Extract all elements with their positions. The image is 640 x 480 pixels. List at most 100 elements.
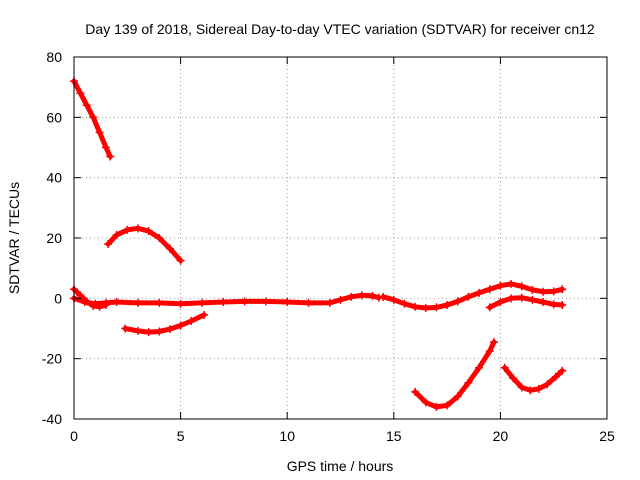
data-point-arc-6 xyxy=(549,287,558,296)
data-point-arc-9 xyxy=(551,372,560,381)
data-point-arc-5 xyxy=(91,299,100,308)
data-point-arc-6 xyxy=(475,288,484,297)
data-point-arc-7 xyxy=(517,293,526,302)
axis-ticks: 0 5 10 15 20 25 -40 -20 0 20 40 60 80 xyxy=(42,49,615,444)
y-tick-label: -20 xyxy=(42,351,62,367)
data-point-arc-6 xyxy=(432,303,441,312)
data-point-arc-9 xyxy=(517,383,526,392)
data-point-arc-3 xyxy=(176,321,185,330)
data-point-arc-6 xyxy=(507,279,516,288)
data-point-arc-6 xyxy=(517,282,526,291)
data-point-arc-6 xyxy=(421,303,430,312)
data-point-arc-3 xyxy=(187,316,196,325)
data-point-arc-6 xyxy=(496,281,505,290)
x-tick-label: 5 xyxy=(177,428,185,444)
data-point-arc-5 xyxy=(347,292,356,301)
data-point-arc-5 xyxy=(219,297,228,306)
data-point-arc-3 xyxy=(133,326,142,335)
data-point-arc-1 xyxy=(95,128,104,137)
data-point-arc-1 xyxy=(106,152,115,161)
data-point-arc-6 xyxy=(464,292,473,301)
data-point-arc-5 xyxy=(155,298,164,307)
data-point-arc-5 xyxy=(197,298,206,307)
data-point-arc-9 xyxy=(500,363,509,372)
data-point-arc-2 xyxy=(133,224,142,233)
data-point-arc-5 xyxy=(112,297,121,306)
data-point-arc-1 xyxy=(76,89,85,98)
data-point-arc-6 xyxy=(389,295,398,304)
data-point-arc-7 xyxy=(549,300,558,309)
data-point-arc-7 xyxy=(558,300,567,309)
y-tick-label: 0 xyxy=(54,290,62,306)
data-point-arc-2 xyxy=(104,240,113,249)
data-point-arc-5 xyxy=(357,291,366,300)
data-point-arc-2 xyxy=(165,244,174,253)
data-point-arc-2 xyxy=(112,230,121,239)
series-line-arc-9 xyxy=(502,365,565,393)
data-point-arc-7 xyxy=(528,295,537,304)
data-point-arc-6 xyxy=(528,285,537,294)
data-point-arc-3 xyxy=(121,324,130,333)
data-point-arc-7 xyxy=(539,297,548,306)
data-point-arc-5 xyxy=(325,298,334,307)
data-point-arc-5 xyxy=(261,297,270,306)
data-series xyxy=(70,77,567,411)
x-tick-label: 10 xyxy=(279,428,295,444)
chart-title: Day 139 of 2018, Sidereal Day-to-day VTE… xyxy=(85,21,595,37)
x-tick-label: 0 xyxy=(70,428,78,444)
data-point-arc-3 xyxy=(155,327,164,336)
data-point-arc-2 xyxy=(144,227,153,236)
x-axis-title: GPS time / hours xyxy=(287,458,394,474)
data-point-arc-1 xyxy=(101,143,110,152)
data-point-arc-5 xyxy=(304,298,313,307)
data-point-arc-8 xyxy=(443,401,452,410)
data-point-arc-5 xyxy=(336,295,345,304)
data-point-arc-6 xyxy=(558,285,567,294)
data-point-arc-8 xyxy=(453,392,462,401)
data-point-arc-5 xyxy=(283,297,292,306)
data-point-arc-8 xyxy=(485,347,494,356)
data-point-arc-3 xyxy=(165,325,174,334)
data-point-arc-5 xyxy=(80,297,89,306)
data-point-arc-6 xyxy=(539,287,548,296)
data-point-arc-7 xyxy=(496,297,505,306)
data-point-arc-6 xyxy=(411,302,420,311)
data-point-arc-6 xyxy=(485,285,494,294)
data-point-arc-8 xyxy=(464,378,473,387)
data-point-arc-5 xyxy=(176,299,185,308)
data-point-arc-9 xyxy=(509,374,518,383)
data-point-arc-8 xyxy=(432,402,441,411)
data-point-arc-9 xyxy=(526,386,535,395)
data-point-arc-8 xyxy=(411,387,420,396)
y-axis-title: SDTVAR / TECUs xyxy=(6,182,22,294)
data-point-arc-6 xyxy=(379,292,388,301)
data-point-arc-7 xyxy=(507,294,516,303)
y-tick-label: 80 xyxy=(46,49,62,65)
data-point-arc-7 xyxy=(485,303,494,312)
data-point-arc-9 xyxy=(543,380,552,389)
data-point-arc-6 xyxy=(400,299,409,308)
data-point-arc-2 xyxy=(176,256,185,265)
data-point-arc-9 xyxy=(534,384,543,393)
y-tick-label: 40 xyxy=(46,170,62,186)
data-point-arc-8 xyxy=(421,398,430,407)
data-point-arc-5 xyxy=(240,297,249,306)
x-tick-label: 25 xyxy=(599,428,615,444)
y-tick-label: -40 xyxy=(42,411,62,427)
data-point-arc-5 xyxy=(133,298,142,307)
data-point-arc-2 xyxy=(123,225,132,234)
data-point-arc-6 xyxy=(443,300,452,309)
series-line-arc-2 xyxy=(105,225,184,264)
data-point-arc-2 xyxy=(155,234,164,242)
y-tick-label: 20 xyxy=(46,230,62,246)
data-point-arc-9 xyxy=(558,366,567,375)
data-point-arc-3 xyxy=(144,328,153,337)
data-point-arc-5 xyxy=(101,298,110,307)
data-point-arc-3 xyxy=(200,310,209,319)
data-point-arc-8 xyxy=(490,338,499,347)
data-point-arc-1 xyxy=(82,101,91,110)
data-point-arc-8 xyxy=(475,363,484,372)
